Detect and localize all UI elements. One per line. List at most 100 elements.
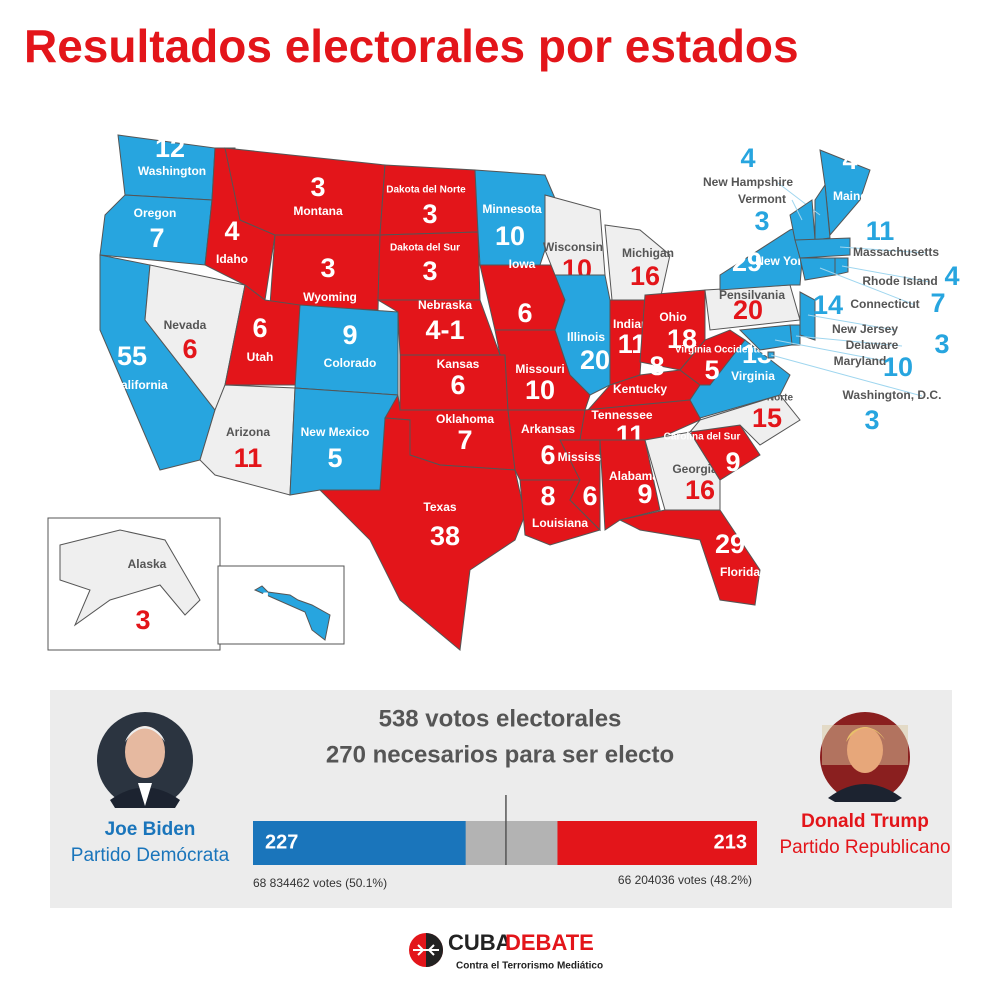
state-votes: 29 — [732, 247, 762, 277]
state-shape — [554, 274, 611, 396]
state-votes: 11 — [234, 443, 263, 473]
leader-line — [841, 265, 931, 283]
logo-part2: DEBATE — [505, 930, 594, 955]
state-name: Vermont — [738, 192, 786, 206]
state-votes: 6 — [450, 370, 465, 400]
state-votes: 6 — [182, 334, 197, 364]
state-shape — [679, 329, 746, 386]
state-name: New York — [755, 254, 809, 268]
leader-line — [770, 354, 923, 397]
state-shape — [599, 439, 661, 531]
bar-value: 213 — [714, 831, 747, 853]
state-name: Pensilvania — [719, 288, 785, 302]
title: Resultados electorales por estados — [24, 20, 799, 72]
state-votes: 10 — [525, 375, 555, 405]
state-name: Maryland — [834, 354, 887, 368]
state-name: Colorado — [324, 356, 377, 370]
bar-segment — [253, 821, 466, 865]
vote-bar: 227 213 — [253, 795, 757, 865]
state-shape — [253, 585, 331, 641]
vote-count: 66 204036 votes (48.2%) — [618, 873, 752, 887]
state-shape — [738, 324, 793, 351]
state-shape — [474, 169, 561, 266]
logo-part1: CUBA — [448, 930, 512, 955]
state-shape — [799, 291, 816, 341]
state-name: New Mexico — [301, 425, 370, 439]
state-votes: 16 — [630, 261, 660, 291]
state-name: Montana — [293, 204, 343, 218]
state-shape — [794, 237, 851, 259]
state-name: Louisiana — [532, 516, 588, 530]
state-votes: 7 — [149, 223, 164, 253]
threshold-text: 270 necesarios para ser electo — [326, 741, 674, 768]
state-name: Tennessee — [591, 408, 652, 422]
state-name: Virginia — [731, 369, 775, 383]
state-name: Wyoming — [303, 290, 357, 304]
state-votes: 10 — [883, 352, 913, 382]
state-name: Connecticut — [850, 297, 919, 311]
state-votes: 11 — [866, 216, 895, 246]
bar-value: 227 — [265, 831, 298, 853]
state-shape — [719, 224, 806, 291]
bar-segment — [557, 821, 757, 865]
state-name: Washington — [138, 164, 206, 178]
state-name: Illinois — [567, 330, 605, 344]
state-shape — [819, 149, 871, 237]
state-name: Texas — [423, 500, 456, 514]
state-votes: 4-1 — [425, 315, 464, 345]
state-votes: 3 — [422, 199, 437, 229]
state-votes: 8 — [540, 481, 555, 511]
leader-line — [774, 339, 891, 363]
state-votes: 7 — [930, 288, 945, 318]
state-name: Idaho — [216, 252, 248, 266]
state-name: Nebraska — [418, 298, 472, 312]
trump-portrait — [820, 712, 910, 802]
state-shape — [99, 194, 213, 266]
state-name: Nevada — [164, 318, 207, 332]
state-votes: 20 — [733, 295, 763, 325]
state-name: Iowa — [509, 257, 536, 271]
leader-line — [839, 246, 927, 254]
state-votes: 14 — [813, 290, 843, 320]
state-shape — [814, 183, 831, 241]
state-votes: 10 — [495, 221, 525, 251]
state-shape — [318, 417, 526, 651]
state-name: Dakota del Norte — [386, 185, 466, 196]
state-name: Dakota del Sur — [390, 243, 460, 254]
state-name: Hawai — [253, 622, 288, 636]
state-votes: 9 — [725, 447, 740, 477]
state-name: Minnesota — [482, 202, 542, 216]
state-votes: 4 — [842, 145, 857, 175]
state-name: Massachusetts — [853, 245, 939, 259]
state-votes: 4 — [255, 587, 270, 617]
state-name: New Jersey — [832, 322, 898, 336]
state-name: Delaware — [846, 338, 899, 352]
state-shape — [224, 147, 386, 236]
state-name: Utah — [247, 350, 274, 364]
logo: CUBA DEBATE Contra el Terrorismo Mediáti… — [409, 930, 603, 972]
state-shape — [269, 234, 381, 311]
state-votes: 38 — [430, 521, 460, 551]
state-votes: 6 — [582, 481, 597, 511]
state-votes: 29 — [715, 529, 745, 559]
state-name: Florida — [720, 565, 760, 579]
leader-line — [819, 267, 916, 306]
state-votes: 3 — [422, 256, 437, 286]
state-votes: 8 — [649, 351, 664, 381]
state-name: Kentucky — [613, 382, 667, 396]
state-name: Maine — [833, 189, 867, 203]
state-shape — [799, 257, 836, 281]
state-votes: 5 — [327, 443, 342, 473]
state-name: Washington, D.C. — [843, 388, 942, 402]
state-name: California — [112, 378, 168, 392]
state-name: Arkansas — [521, 422, 575, 436]
state-name: Alaska — [128, 557, 167, 571]
state-name: Michigan — [622, 246, 674, 260]
state-name: Wisconsin — [543, 240, 603, 254]
state-name: Georgia — [672, 462, 718, 476]
state-name: Ohio — [659, 310, 686, 324]
state-name: Kansas — [437, 357, 480, 371]
state-name: Oklahoma — [436, 412, 494, 426]
leader-line — [795, 335, 903, 347]
